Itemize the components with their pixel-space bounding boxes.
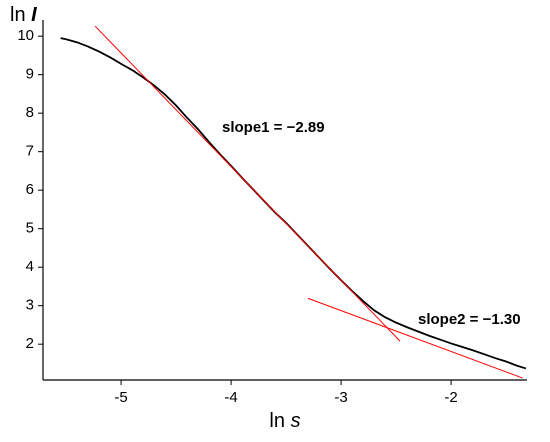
x-label-prefix: ln <box>269 410 285 432</box>
x-tick-label: -4 <box>224 389 237 406</box>
y-tick-label: 7 <box>26 143 34 160</box>
annotation: slope1 = −2.89 <box>222 119 325 136</box>
y-tick-label: 3 <box>26 297 34 314</box>
y-tick-label: 4 <box>26 258 34 275</box>
data-line <box>307 297 523 379</box>
y-axis-label: ln I <box>10 4 37 26</box>
y-tick-label: 10 <box>17 27 34 44</box>
y-tick-label: 9 <box>26 66 34 83</box>
y-tick-label: 6 <box>26 181 34 198</box>
data-line <box>94 25 401 342</box>
x-tick-label: -5 <box>114 389 127 406</box>
x-label-symbol: s <box>291 410 301 432</box>
y-tick-label: 5 <box>26 220 34 237</box>
x-axis-label: ln s <box>269 410 300 432</box>
x-tick-label: -3 <box>334 389 347 406</box>
y-tick-label: 2 <box>26 335 34 352</box>
y-label-symbol: I <box>31 4 37 26</box>
annotation: slope2 = −1.30 <box>418 311 521 328</box>
y-label-prefix: ln <box>10 4 26 26</box>
x-tick-label: -2 <box>444 389 457 406</box>
y-tick-label: 8 <box>26 104 34 121</box>
